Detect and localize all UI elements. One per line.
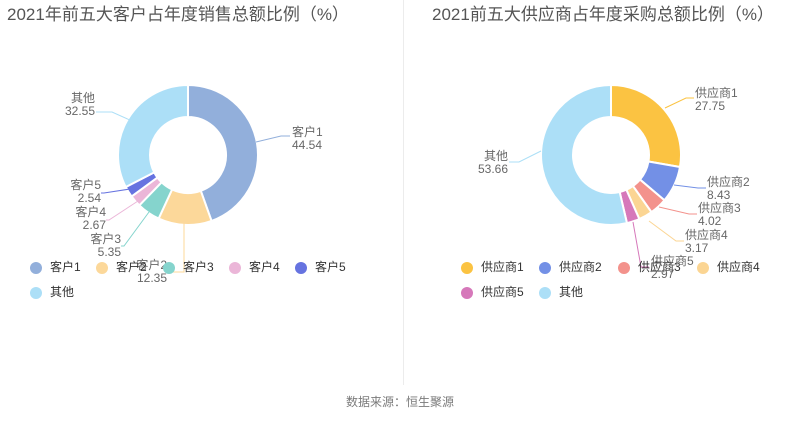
label-leader-line: [106, 200, 139, 221]
pie-slice-label: 客户3 5.35: [90, 233, 121, 259]
chart-title-customers: 2021年前五大客户占年度销售总额比例（%）: [7, 5, 349, 24]
panel-divider: [403, 0, 404, 385]
pie-slice-label-name: 客户1: [292, 125, 323, 139]
legend-label: 客户5: [315, 260, 346, 274]
legend-label: 供应商1: [481, 260, 524, 274]
pie-slice-label-value: 44.54: [292, 138, 323, 152]
legend-item-0-5[interactable]: 其他: [30, 286, 74, 299]
pie-slice-label: 供应商5 2.97: [651, 255, 694, 281]
pie-slice-label-value: 4.02: [698, 214, 722, 228]
legend-dot: [30, 261, 42, 274]
label-leader-line: [169, 220, 185, 273]
pie-slice-label-name: 客户4: [75, 205, 106, 219]
pie-slice-label-name: 客户5: [70, 178, 101, 192]
legend-label: 供应商3: [638, 260, 681, 274]
pie-slice-label-value: 12.35: [136, 271, 167, 285]
legend-dot: [618, 261, 630, 274]
pie-slice-label-name: 供应商2: [707, 175, 750, 189]
pie-slice-label-name: 供应商4: [685, 228, 728, 242]
label-leader-line: [648, 220, 684, 242]
pie-slice-1-0[interactable]: [610, 84, 682, 169]
pie-slice-label: 客户5 2.54: [70, 179, 101, 205]
label-leader-line: [255, 135, 290, 143]
legend-dot: [461, 286, 473, 299]
legend-item-1-3[interactable]: 供应商4: [697, 261, 760, 274]
pie-slice-label-name: 供应商5: [651, 254, 694, 268]
pie-slice-1-5[interactable]: [540, 84, 628, 226]
legend-label: 其他: [50, 285, 75, 299]
legend-item-1-5[interactable]: 其他: [539, 286, 583, 299]
legend-item-0-4[interactable]: 客户5: [295, 261, 346, 274]
pie-slice-label: 供应商3 4.02: [698, 202, 741, 228]
pie-slice-label-name: 其他: [70, 91, 95, 105]
legend-label: 供应商5: [481, 285, 524, 299]
label-leader-line: [658, 206, 697, 215]
pie-slice-label: 供应商4 3.17: [685, 229, 728, 255]
label-leader-line: [121, 211, 150, 247]
pie-slice-label: 供应商2 8.43: [707, 176, 750, 202]
legend-dot: [461, 261, 473, 274]
label-leader-line: [96, 111, 133, 122]
legend-dot: [539, 286, 551, 299]
pie-slice-label: 供应商1 27.75: [695, 87, 738, 113]
pie-slice-label-value: 2.97: [651, 267, 675, 281]
pie-slice-label: 客户2 12.35: [136, 259, 167, 285]
legend-dot: [229, 261, 241, 274]
label-leader-line: [509, 150, 542, 163]
legend-label: 客户2: [116, 260, 147, 274]
pie-slice-label-value: 8.43: [707, 188, 731, 202]
pie-slice-label: 其他 53.66: [478, 150, 508, 176]
legend-label: 供应商2: [559, 260, 602, 274]
legend-dot: [163, 261, 175, 274]
pie-slice-label-name: 客户3: [90, 232, 121, 246]
pie-slice-label-value: 27.75: [695, 99, 726, 113]
legend-item-0-0[interactable]: 客户1: [30, 261, 81, 274]
chart-title-suppliers: 2021前五大供应商占年度采购总额比例（%）: [432, 5, 774, 24]
legend-item-0-3[interactable]: 客户4: [229, 261, 280, 274]
legend-item-0-1[interactable]: 客户2: [96, 261, 147, 274]
label-leader-line: [664, 97, 694, 109]
pie-slice-label: 其他 32.55: [65, 92, 95, 118]
label-leader-line: [101, 188, 131, 194]
legend-label: 供应商4: [717, 260, 760, 274]
data-source-note: 数据来源：恒生聚源: [345, 395, 454, 409]
pie-slice-0-5[interactable]: [117, 84, 189, 188]
legend-dot: [96, 261, 108, 274]
legend-label: 客户4: [249, 260, 280, 274]
legend-label: 客户1: [50, 260, 81, 274]
pie-slice-label-value: 2.54: [77, 191, 101, 205]
legend-dot: [295, 261, 307, 274]
legend-item-1-1[interactable]: 供应商2: [539, 261, 602, 274]
legend-dot: [697, 261, 709, 274]
pie-slice-label-name: 客户2: [136, 258, 167, 272]
label-leader-line: [673, 184, 706, 189]
legend-dot: [539, 261, 551, 274]
legend-item-1-4[interactable]: 供应商5: [461, 286, 524, 299]
pie-slice-label-value: 3.17: [685, 241, 709, 255]
label-leader-line: [632, 221, 649, 268]
legend-item-1-2[interactable]: 供应商3: [618, 261, 681, 274]
legend-label: 其他: [559, 285, 584, 299]
pie-slice-label: 客户1 44.54: [292, 126, 323, 152]
pie-slice-label-name: 供应商3: [698, 201, 741, 215]
pie-slice-label-name: 其他: [483, 149, 508, 163]
pie-slice-label-value: 5.35: [97, 245, 121, 259]
pie-slice-label-value: 2.67: [82, 218, 106, 232]
pie-slice-0-0[interactable]: [187, 84, 259, 222]
legend-item-0-2[interactable]: 客户3: [163, 261, 214, 274]
pie-slice-label: 客户4 2.67: [75, 206, 106, 232]
pie-slice-label-value: 32.55: [64, 104, 95, 118]
legend-dot: [30, 286, 42, 299]
legend-item-1-0[interactable]: 供应商1: [461, 261, 524, 274]
pie-slice-label-name: 供应商1: [695, 86, 738, 100]
pie-slice-label-value: 53.66: [477, 162, 508, 176]
legend-label: 客户3: [183, 260, 214, 274]
